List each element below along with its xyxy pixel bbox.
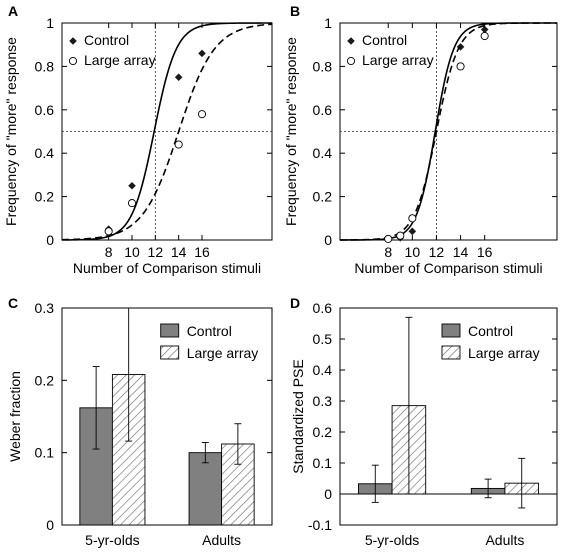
y-tick-label: 0.6	[35, 102, 55, 118]
plot-frame	[339, 307, 558, 526]
data-point-large-array	[396, 231, 405, 240]
x-axis-label: Number of Comparison stimuli	[73, 260, 261, 276]
x-tick-label: 14	[453, 244, 469, 260]
bar-control	[188, 452, 223, 526]
x-tick-label: 10	[124, 244, 140, 260]
fit-curve-large-array	[339, 22, 557, 241]
y-tick-label: -0.1	[308, 517, 332, 533]
panel-letter: C	[8, 295, 18, 311]
y-tick-label: 0.6	[313, 300, 333, 316]
fit-curve-large-array	[61, 23, 273, 241]
data-point-large-array	[408, 214, 417, 223]
data-point-large-array	[480, 31, 489, 41]
x-axis-label: Number of Comparison stimuli	[354, 260, 542, 276]
panel-letter: A	[8, 3, 18, 19]
y-tick-label: 0	[46, 517, 54, 533]
panel-c: C 0 0.1 0.2 0.3 Weber fraction 5-yr-olds Adults…	[7, 295, 273, 548]
legend-label-large-array: Large array	[84, 52, 156, 68]
legend-label-control: Control	[468, 323, 513, 339]
category-label: 5-yr-olds	[85, 532, 139, 548]
y-tick-label: 0	[324, 486, 332, 502]
legend-marker-control	[347, 37, 355, 45]
y-tick-label: 0.8	[35, 58, 55, 74]
data-point-control	[174, 73, 183, 82]
legend-swatch-large-array	[160, 345, 180, 360]
legend-swatch-control	[160, 323, 180, 338]
x-tick-label: 14	[171, 244, 187, 260]
legend-label-large-array: Large array	[187, 345, 259, 361]
category-label: Adults	[202, 532, 241, 548]
data-point-large-array	[456, 62, 465, 71]
y-tick-label: 0.4	[35, 145, 55, 161]
y-tick-label: 1	[324, 15, 332, 31]
y-axis-label: Weber fraction	[7, 371, 23, 462]
data-point-large-array	[384, 234, 393, 243]
x-tick-label: 16	[194, 244, 210, 260]
fit-curve-control	[61, 22, 272, 241]
legend-swatch-large-array	[441, 345, 461, 360]
y-axis-label: Frequency of "more" response	[283, 37, 299, 226]
y-tick-label: 0.2	[313, 424, 333, 440]
data-point-large-array	[197, 110, 207, 119]
y-tick-label: 0.3	[313, 393, 333, 409]
data-point-control	[408, 227, 417, 236]
legend-swatch-control	[441, 323, 461, 338]
y-tick-label: 0.2	[35, 189, 55, 205]
x-tick-label: 10	[405, 244, 421, 260]
data-point-large-array	[104, 227, 113, 236]
x-tick-label: 12	[148, 244, 164, 260]
y-tick-label: 0.8	[313, 58, 333, 74]
category-label: 5-yr-olds	[365, 532, 419, 548]
y-tick-label: 0.1	[35, 445, 55, 461]
data-point-control	[198, 49, 206, 58]
plot-frame	[61, 307, 273, 526]
data-point-large-array	[174, 140, 183, 149]
panel-letter: B	[290, 3, 300, 19]
data-point-control	[128, 181, 136, 190]
y-tick-label: 0.6	[313, 102, 333, 118]
x-tick-label: 8	[384, 244, 392, 260]
y-tick-label: 0.4	[313, 362, 333, 378]
y-tick-label: 0	[46, 232, 54, 248]
legend-label-large-array: Large array	[362, 52, 434, 68]
legend-label-control: Control	[362, 32, 407, 48]
panel-letter: D	[290, 295, 300, 311]
data-point-large-array	[127, 199, 137, 208]
x-tick-label: 12	[429, 244, 445, 260]
y-tick-label: 0	[324, 232, 332, 248]
legend-marker-control	[69, 37, 77, 45]
legend-label-control: Control	[187, 323, 232, 339]
y-tick-label: 0.4	[313, 145, 333, 161]
panel-d: D -0.1 0 0.1 0.2 0.3 0.4 0.5 0.6 Standardized PSE…	[290, 295, 558, 548]
legend-label-control: Control	[84, 32, 129, 48]
y-axis-label: Standardized PSE	[290, 359, 306, 473]
y-tick-label: 0.2	[35, 372, 55, 388]
y-tick-label: 0.5	[313, 331, 333, 347]
x-tick-label: 16	[477, 244, 493, 260]
y-tick-label: 0.1	[313, 455, 333, 471]
y-tick-label: 0.2	[313, 189, 333, 205]
data-point-control	[480, 25, 489, 34]
x-tick-label: 8	[105, 244, 113, 260]
y-tick-label: 1	[46, 15, 54, 31]
legend-marker-large-array	[346, 56, 356, 66]
legend-marker-large-array	[68, 56, 78, 66]
y-tick-label: 0.3	[35, 300, 55, 316]
category-label: Adults	[485, 532, 524, 548]
legend-label-large-array: Large array	[468, 345, 540, 361]
y-axis-label: Frequency of "more" response	[3, 37, 19, 226]
